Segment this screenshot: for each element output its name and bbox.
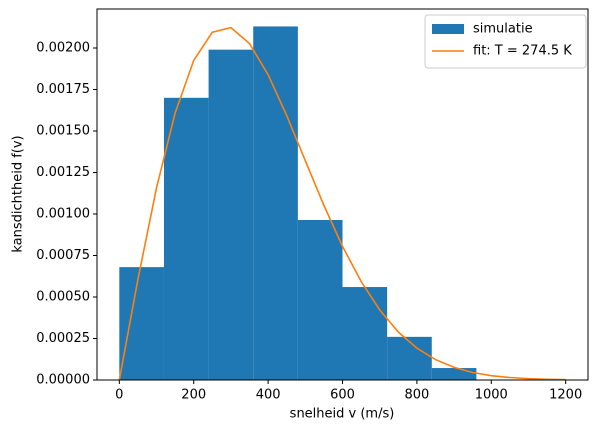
histogram-bar: [297, 219, 343, 380]
y-tick-label: 0.00100: [36, 207, 90, 222]
y-tick-label: 0.00075: [36, 248, 90, 263]
y-axis-label: kansdichtheid f(v): [11, 135, 26, 252]
y-tick-label: 0.00125: [36, 165, 90, 180]
y-tick-label: 0.00050: [36, 290, 90, 305]
y-tick-label: 0.00000: [36, 373, 90, 388]
x-axis-label: snelheid v (m/s): [290, 407, 395, 422]
x-tick-label: 600: [330, 388, 355, 403]
fit-line: [118, 26, 566, 381]
histogram-bar: [342, 287, 388, 380]
legend-swatch: [432, 24, 464, 34]
legend-label: fit: T = 274.5 K: [473, 44, 572, 59]
x-tick-label: 200: [181, 388, 206, 403]
histogram-bar: [163, 97, 209, 380]
x-tick-label: 1200: [549, 388, 582, 403]
histogram-bar: [387, 336, 432, 380]
legend-box: [424, 14, 587, 69]
y-tick-label: 0.00175: [36, 82, 90, 97]
y-tick-label: 0.00150: [36, 124, 90, 139]
histogram-bar: [431, 368, 477, 380]
legend-label: simulatie: [473, 22, 533, 37]
histogram-bar: [119, 267, 164, 380]
y-tick-label: 0.00200: [36, 41, 90, 56]
y-tick-label: 0.00025: [36, 331, 90, 346]
histogram-bar: [208, 49, 254, 380]
histogram-bar: [253, 26, 298, 380]
x-tick-label: 400: [256, 388, 281, 403]
x-tick-label: 0: [115, 388, 123, 403]
x-tick-label: 1000: [475, 388, 508, 403]
x-tick-label: 800: [404, 388, 429, 403]
